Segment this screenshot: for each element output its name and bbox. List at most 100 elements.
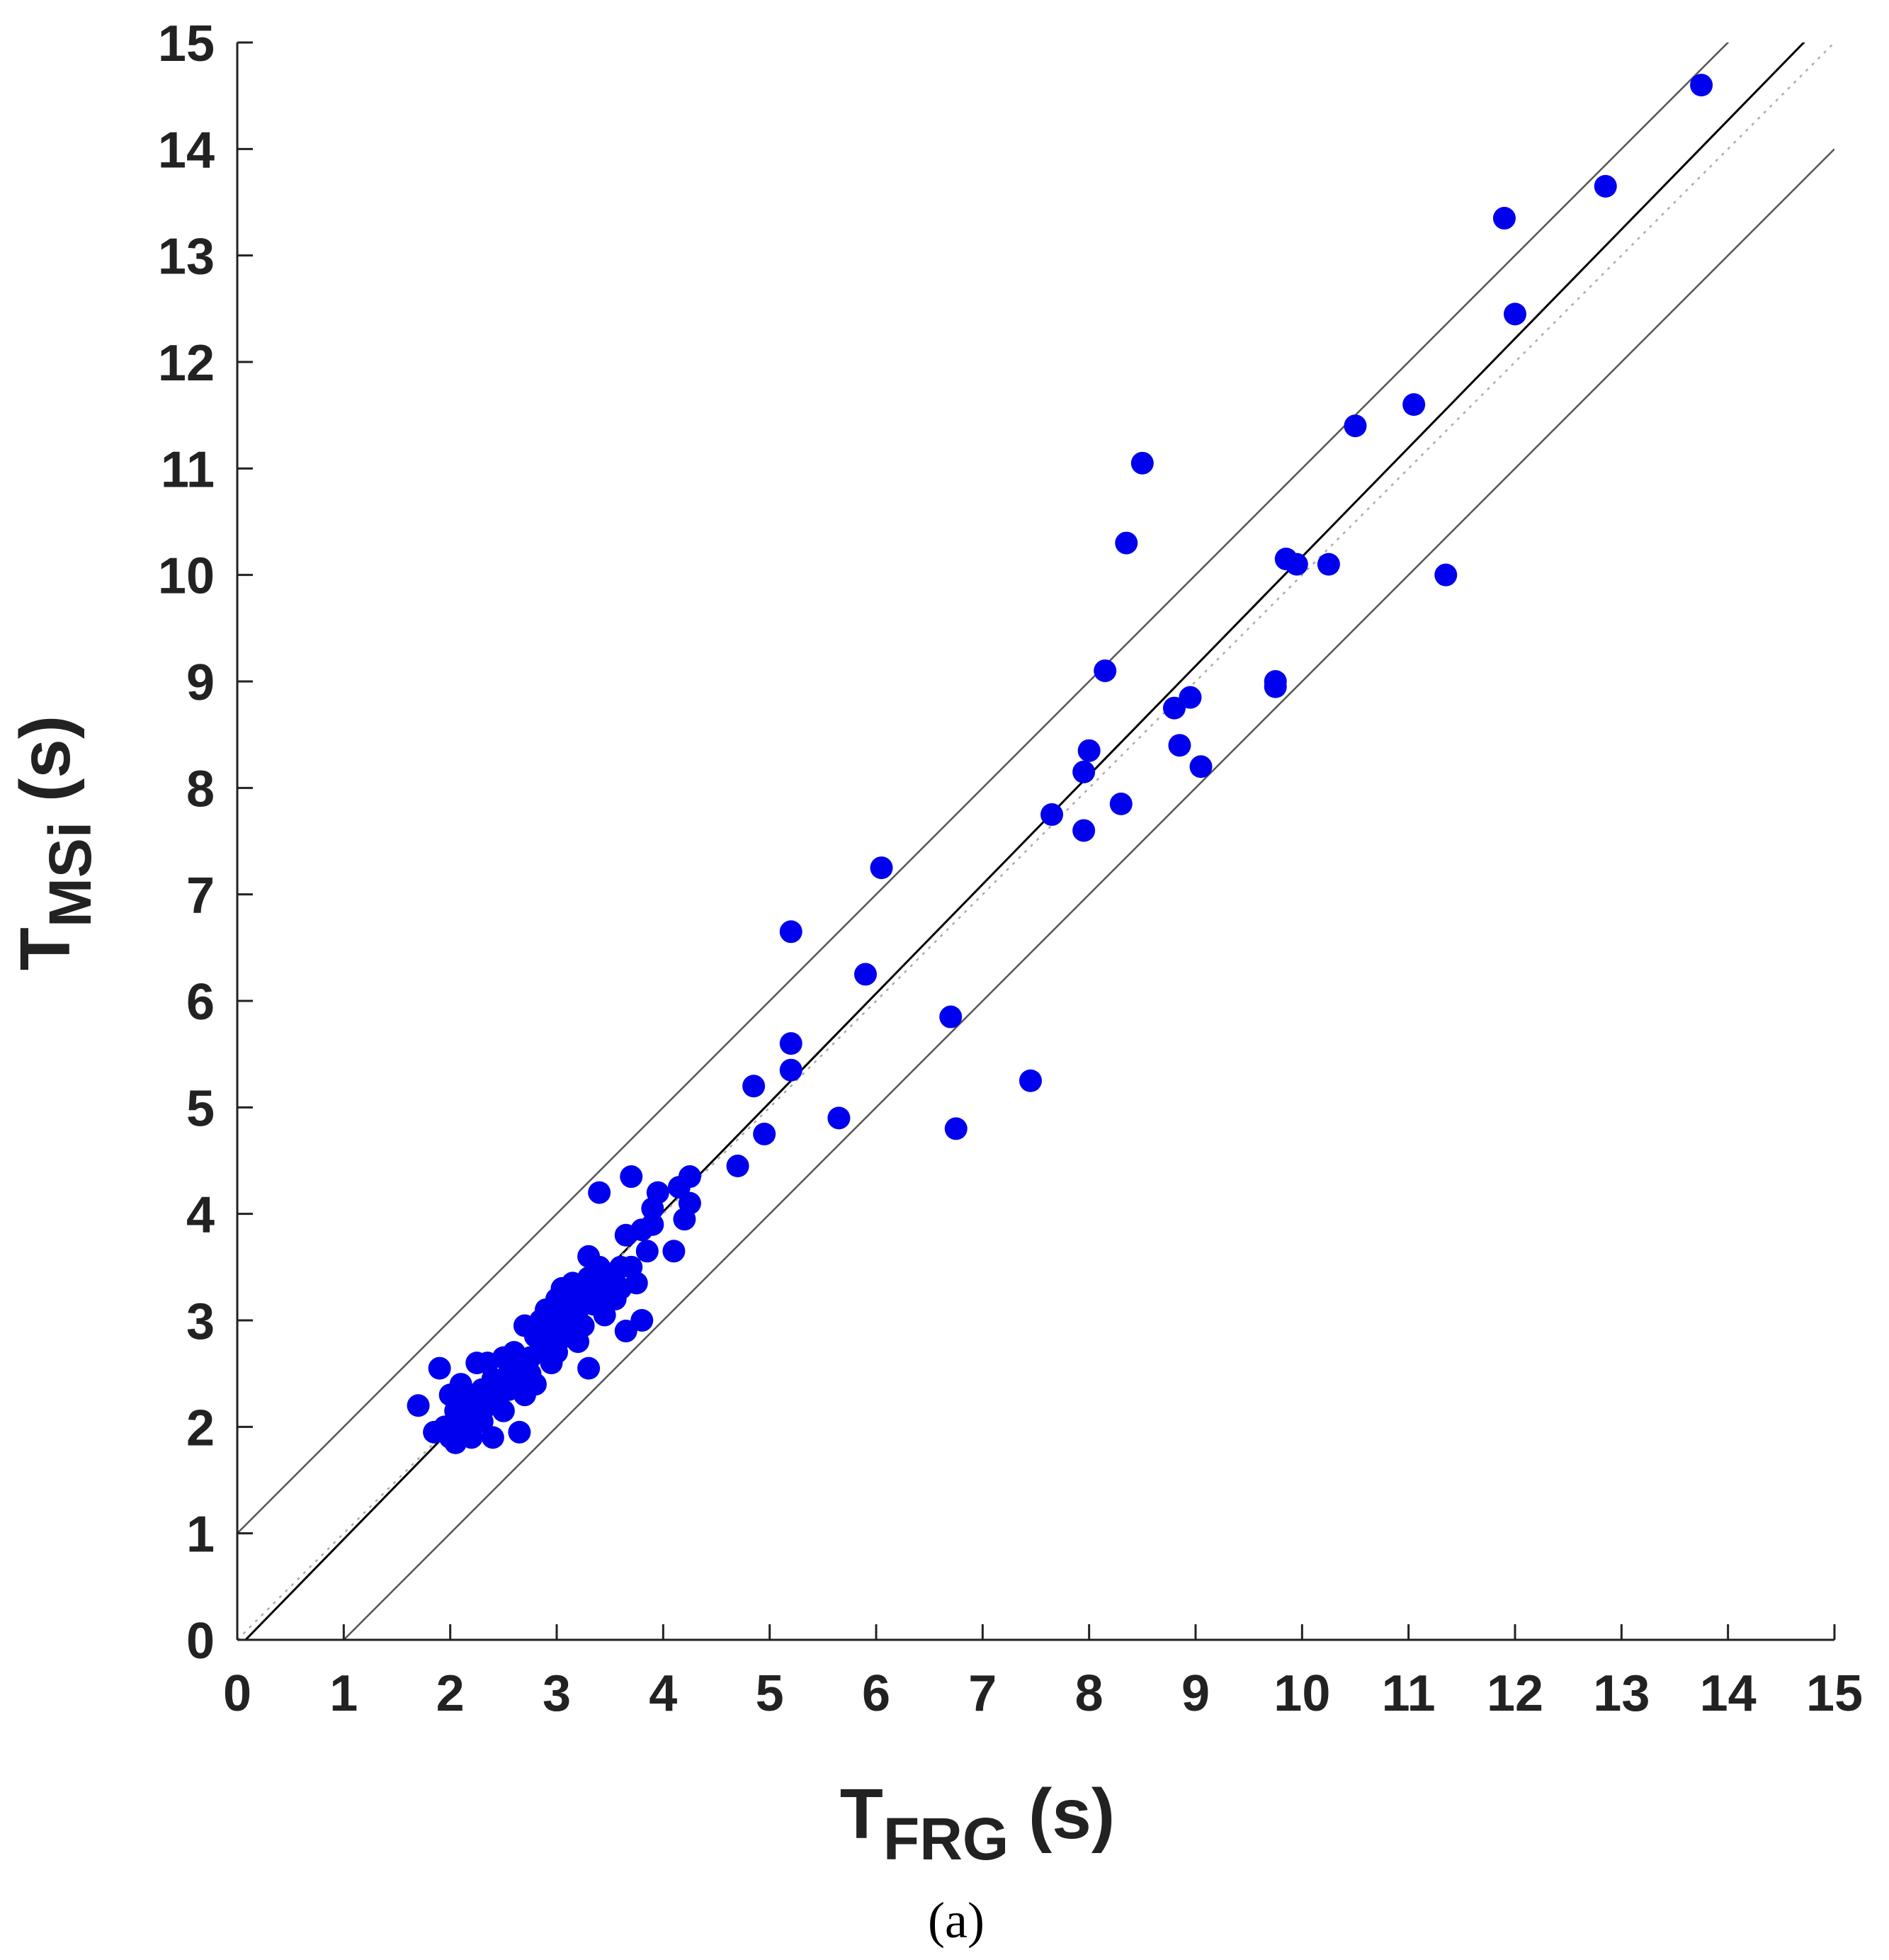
y-tick-label: 5 xyxy=(186,1080,215,1137)
x-tick-label: 10 xyxy=(1273,1665,1330,1722)
data-point xyxy=(1130,451,1154,475)
data-point xyxy=(508,1420,531,1444)
data-point xyxy=(1115,531,1138,555)
data-point xyxy=(1162,696,1186,720)
x-tick-label: 5 xyxy=(756,1665,784,1722)
data-point xyxy=(1072,819,1096,842)
data-point xyxy=(646,1181,669,1204)
data-point xyxy=(523,1373,547,1396)
data-points xyxy=(407,74,1713,1454)
data-point xyxy=(1434,563,1458,587)
data-point xyxy=(630,1309,654,1332)
y-tick-label: 11 xyxy=(161,441,215,498)
data-point xyxy=(1344,414,1367,438)
y-tick-label: 2 xyxy=(186,1400,215,1456)
data-point xyxy=(1492,207,1516,230)
data-point xyxy=(1264,675,1287,698)
data-point xyxy=(1594,174,1617,198)
y-tick-label: 9 xyxy=(186,655,215,711)
x-tick-label: 13 xyxy=(1593,1665,1650,1722)
data-point xyxy=(614,1320,637,1343)
data-point xyxy=(492,1399,515,1422)
data-point xyxy=(753,1122,776,1145)
data-point xyxy=(593,1303,616,1327)
data-point xyxy=(641,1213,664,1236)
data-point xyxy=(1040,803,1064,826)
y-tick-label: 14 xyxy=(158,122,215,179)
x-tick-label: 0 xyxy=(223,1665,251,1722)
figure-caption: (a) xyxy=(928,1892,985,1949)
data-point xyxy=(449,1373,472,1396)
y-tick-label: 1 xyxy=(186,1507,215,1563)
data-point xyxy=(545,1341,568,1364)
data-point xyxy=(1168,734,1191,757)
lower-bound xyxy=(342,148,1834,1640)
x-tick-label: 3 xyxy=(543,1665,571,1722)
data-point xyxy=(827,1106,851,1130)
data-point xyxy=(939,1005,963,1029)
data-point xyxy=(662,1240,686,1263)
x-ticks: 0 1 2 3 4 5 6 7 8 9 10 11 12 13 14 15 xyxy=(223,1624,1863,1722)
y-tick-label: 4 xyxy=(186,1187,215,1244)
data-point xyxy=(779,1058,802,1082)
data-point xyxy=(572,1314,595,1337)
data-point xyxy=(1077,739,1101,762)
data-point xyxy=(460,1426,483,1449)
y-tick-label: 7 xyxy=(186,868,215,924)
data-point xyxy=(1072,760,1096,783)
data-point xyxy=(742,1075,766,1098)
x-tick-label: 8 xyxy=(1075,1665,1104,1722)
y-tick-label: 8 xyxy=(186,761,215,817)
data-point xyxy=(678,1191,701,1215)
x-tick-label: 14 xyxy=(1700,1665,1757,1722)
data-point xyxy=(577,1356,601,1380)
data-point xyxy=(1179,686,1202,709)
data-point xyxy=(1317,553,1340,576)
data-point xyxy=(1109,792,1133,815)
y-tick-label: 12 xyxy=(158,335,215,392)
data-point xyxy=(1189,755,1213,778)
axes xyxy=(236,43,1834,1641)
x-tick-label: 15 xyxy=(1806,1665,1863,1722)
data-point xyxy=(481,1426,504,1449)
x-tick-label: 7 xyxy=(968,1665,997,1722)
data-point xyxy=(870,856,893,880)
data-point xyxy=(779,1032,802,1055)
data-point xyxy=(1690,74,1713,97)
y-tick-label: 3 xyxy=(186,1293,215,1350)
data-point xyxy=(678,1165,701,1189)
x-tick-label: 1 xyxy=(329,1665,358,1722)
reference-lines xyxy=(237,43,1834,1640)
y-axis-title: TMSi (s) xyxy=(6,715,103,970)
x-tick-label: 2 xyxy=(436,1665,465,1722)
x-tick-label: 11 xyxy=(1382,1665,1436,1722)
x-axis-title: TFRG (s) xyxy=(840,1774,1115,1872)
y-tick-label: 10 xyxy=(158,548,215,605)
data-point xyxy=(944,1117,968,1140)
data-point xyxy=(620,1165,643,1189)
data-point xyxy=(1094,659,1117,682)
x-tick-label: 4 xyxy=(649,1665,677,1722)
data-point xyxy=(1019,1069,1042,1092)
data-point xyxy=(428,1356,451,1380)
data-point xyxy=(635,1240,659,1263)
data-point xyxy=(1285,553,1308,576)
y-tick-label: 6 xyxy=(186,974,215,1031)
y-tick-label: 13 xyxy=(158,229,215,285)
data-point xyxy=(1504,302,1526,326)
data-point xyxy=(588,1181,611,1204)
x-tick-label: 6 xyxy=(862,1665,890,1722)
x-tick-label: 12 xyxy=(1487,1665,1543,1722)
y-tick-label: 15 xyxy=(158,16,215,72)
data-point xyxy=(625,1271,648,1295)
data-point xyxy=(726,1155,749,1178)
data-point xyxy=(853,963,877,986)
upper-bound xyxy=(237,43,1730,1534)
data-point xyxy=(1402,393,1426,417)
data-point xyxy=(779,920,802,944)
y-tick-label: 0 xyxy=(186,1613,215,1670)
data-point xyxy=(407,1394,430,1417)
x-tick-label: 9 xyxy=(1181,1665,1210,1722)
